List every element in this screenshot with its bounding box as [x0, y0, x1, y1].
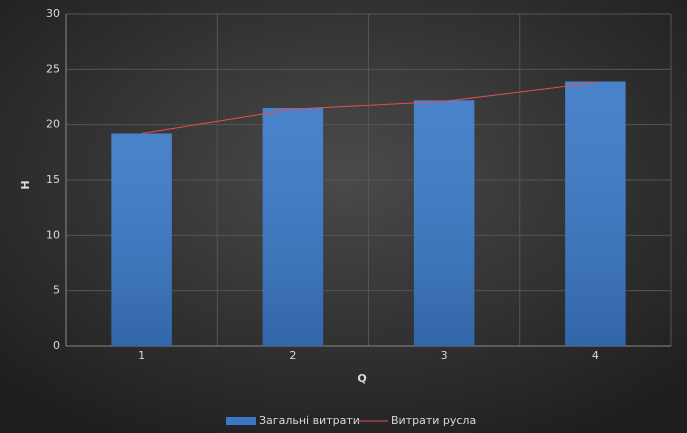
x-tick-label: 4	[592, 349, 599, 362]
y-axis-title: H	[19, 180, 32, 189]
x-tick-label: 2	[289, 349, 296, 362]
bar-shade	[565, 81, 626, 347]
y-tick-label: 0	[53, 339, 60, 352]
legend-label: Загальні витрати	[259, 414, 360, 427]
y-tick-label: 5	[53, 284, 60, 297]
bar-shade	[262, 108, 324, 346]
line	[141, 82, 596, 135]
legend-swatch	[226, 417, 256, 425]
y-tick-label: 10	[46, 228, 60, 241]
x-tick-label: 1	[138, 349, 145, 362]
y-tick-label: 25	[46, 62, 60, 75]
y-tick-label: 20	[46, 118, 60, 131]
bar-shade	[111, 133, 172, 346]
y-tick-label: 15	[46, 173, 60, 186]
bar-shade	[413, 100, 475, 346]
legend-label: Витрати русла	[391, 414, 476, 427]
x-tick-label: 3	[441, 349, 448, 362]
y-tick-label: 30	[46, 7, 60, 20]
x-axis-title: Q	[357, 372, 366, 385]
